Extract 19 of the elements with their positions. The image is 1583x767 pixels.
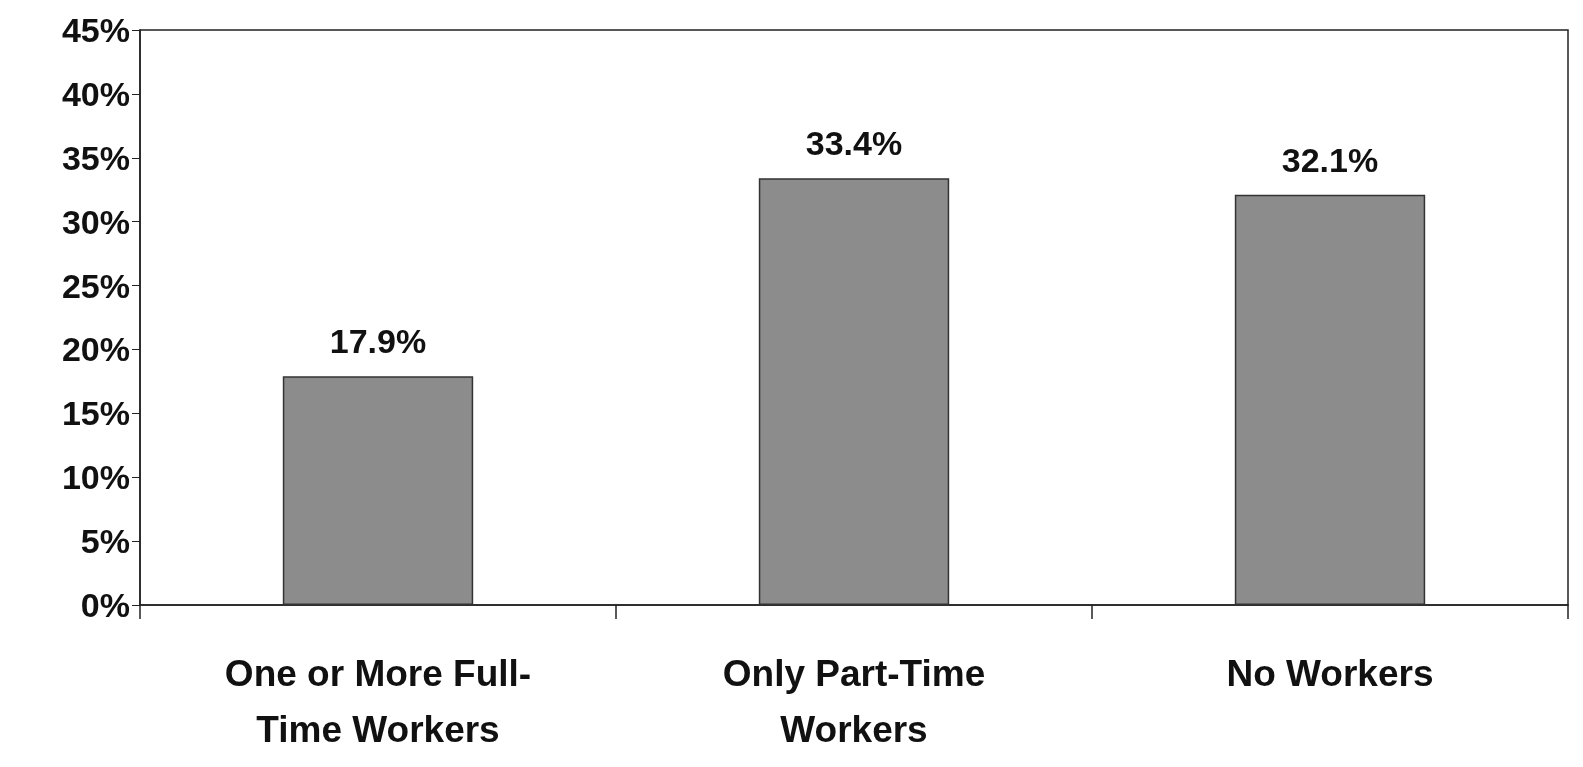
y-tick-label: 10% (61, 458, 130, 497)
y-tick-label: 45% (61, 11, 130, 49)
y-tick-label: 25% (61, 266, 130, 305)
x-tick-label: Only Part-Time Workers (722, 652, 986, 750)
x-tick-label: No Workers (1226, 652, 1434, 694)
data-label: 17.9% (329, 322, 427, 361)
data-label: 33.4% (805, 124, 903, 163)
y-tick-label: 30% (61, 202, 130, 241)
y-tick-label: 20% (61, 330, 130, 369)
bar (1234, 194, 1426, 605)
data-label: 32.1% (1281, 140, 1379, 179)
bar (758, 178, 950, 605)
y-tick-label: 15% (61, 394, 130, 433)
x-tick-label: One or More Full- Time Workers (224, 652, 532, 750)
y-tick-label: 35% (61, 138, 130, 177)
y-tick-label: 5% (80, 522, 130, 561)
y-tick-label: 0% (80, 586, 130, 624)
y-tick-label: 40% (61, 74, 130, 113)
bar (282, 376, 474, 605)
